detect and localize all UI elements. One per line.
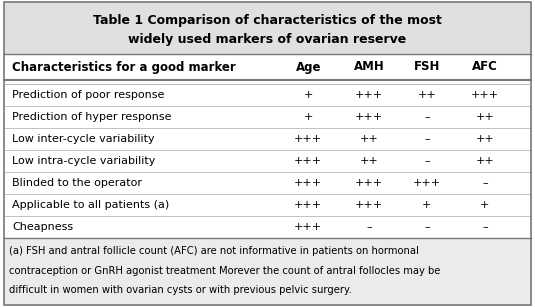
Text: ++: ++	[360, 134, 378, 144]
Text: ++: ++	[476, 134, 494, 144]
Text: ++: ++	[476, 112, 494, 122]
Text: +++: +++	[355, 112, 383, 122]
Text: –: –	[482, 178, 488, 188]
Text: FSH: FSH	[414, 60, 440, 73]
Text: ++: ++	[476, 156, 494, 166]
Text: ++: ++	[417, 90, 437, 100]
Text: contraception or GnRH agonist treatment Morever the count of antral follocles ma: contraception or GnRH agonist treatment …	[9, 266, 440, 276]
Text: +++: +++	[413, 178, 441, 188]
Text: Prediction of poor response: Prediction of poor response	[12, 90, 164, 100]
Text: +++: +++	[294, 178, 323, 188]
Text: Table 1 Comparison of characteristics of the most: Table 1 Comparison of characteristics of…	[93, 14, 442, 27]
Text: +: +	[422, 200, 432, 210]
Text: +: +	[480, 200, 490, 210]
Text: +++: +++	[294, 134, 323, 144]
Text: –: –	[424, 134, 430, 144]
Text: Prediction of hyper response: Prediction of hyper response	[12, 112, 172, 122]
Text: Applicable to all patients (a): Applicable to all patients (a)	[12, 200, 169, 210]
Text: +++: +++	[355, 90, 383, 100]
Text: (a) FSH and antral follicle count (AFC) are not informative in patients on hormo: (a) FSH and antral follicle count (AFC) …	[9, 247, 419, 256]
Text: +++: +++	[471, 90, 499, 100]
Text: Characteristics for a good marker: Characteristics for a good marker	[12, 60, 236, 73]
Text: +++: +++	[355, 178, 383, 188]
Bar	[4, 54, 531, 80]
Text: +: +	[304, 90, 313, 100]
Bar	[4, 128, 531, 150]
Text: –: –	[482, 222, 488, 232]
Text: +++: +++	[355, 200, 383, 210]
Text: Low inter-cycle variability: Low inter-cycle variability	[12, 134, 155, 144]
Text: –: –	[424, 156, 430, 166]
Text: ++: ++	[360, 156, 378, 166]
Bar	[4, 84, 531, 106]
Bar	[4, 172, 531, 194]
Text: +: +	[304, 112, 313, 122]
Text: AMH: AMH	[354, 60, 384, 73]
Text: Blinded to the operator: Blinded to the operator	[12, 178, 142, 188]
Text: widely used markers of ovarian reserve: widely used markers of ovarian reserve	[128, 33, 407, 46]
Text: +++: +++	[294, 222, 323, 232]
Text: Low intra-cycle variability: Low intra-cycle variability	[12, 156, 155, 166]
Text: difficult in women with ovarian cysts or with previous pelvic surgery.: difficult in women with ovarian cysts or…	[9, 285, 351, 295]
Bar	[4, 106, 531, 128]
Text: +++: +++	[294, 200, 323, 210]
Text: Cheapness: Cheapness	[12, 222, 73, 232]
Text: –: –	[424, 222, 430, 232]
Text: Age: Age	[296, 60, 321, 73]
Bar	[4, 2, 531, 54]
Bar	[4, 194, 531, 216]
Bar	[4, 238, 531, 305]
Text: AFC: AFC	[472, 60, 498, 73]
Bar	[4, 150, 531, 172]
Text: –: –	[424, 112, 430, 122]
Bar	[4, 216, 531, 238]
Text: +++: +++	[294, 156, 323, 166]
Text: –: –	[366, 222, 372, 232]
